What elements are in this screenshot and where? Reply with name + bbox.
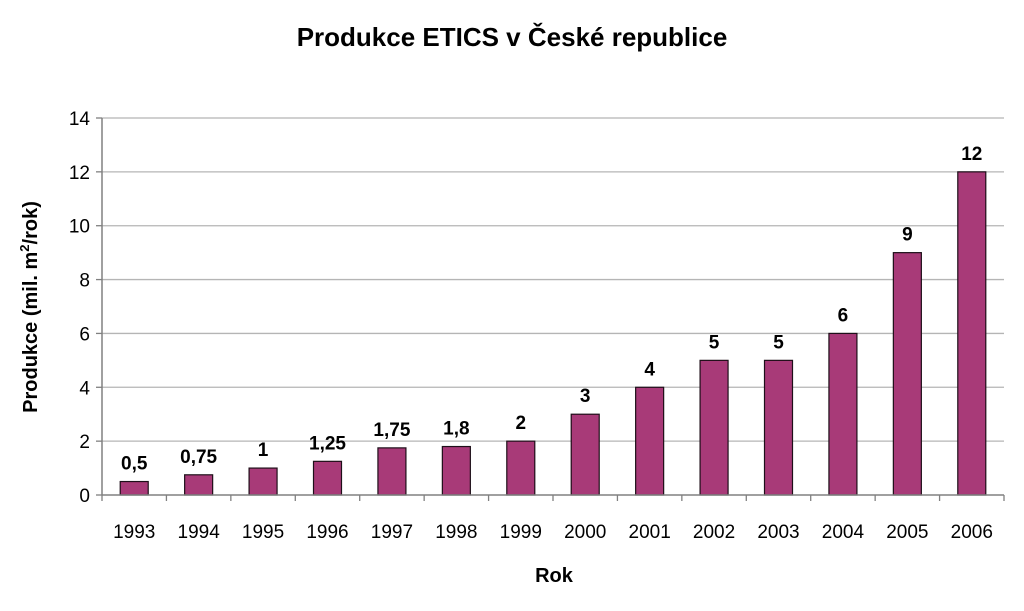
bar [570,413,600,496]
y-axis-title-unit: /rok) [20,201,42,244]
data-label: 12 [961,144,982,165]
y-axis-title-main: Produkce (mil. m [20,252,42,413]
y-tick-label: 12 [69,163,90,184]
y-tick-label: 10 [69,217,90,238]
bar [377,447,407,496]
x-tick-label: 2002 [693,522,735,543]
data-label: 1,8 [443,419,469,440]
data-label: 4 [644,359,655,380]
data-label: 5 [709,332,720,353]
bar [506,440,536,496]
bar [763,359,794,496]
x-tick-label: 2004 [822,522,865,543]
x-tick-label: 2000 [564,522,606,543]
bar [635,386,665,496]
bar [119,480,149,496]
bar [828,332,858,496]
y-axis-title: Produkce (mil. m2/rok) [17,201,42,413]
x-tick-label: 1998 [435,522,477,543]
x-axis-title: Rok [535,565,574,587]
bar [892,252,922,496]
bar [441,445,471,496]
chart-title: Produkce ETICS v České republice [296,22,728,52]
x-tick-label: 2006 [951,522,993,543]
data-label: 3 [580,386,591,407]
data-label: 9 [902,225,913,246]
axes [96,117,1005,501]
data-label: 1,75 [373,420,410,441]
y-tick-label: 4 [79,378,90,399]
bar [184,474,214,496]
x-tick-label: 1997 [371,522,413,543]
data-label: 1,25 [309,433,346,454]
data-label: 5 [773,332,784,353]
data-label: 0,75 [180,447,217,468]
bar [312,460,343,496]
x-tick-label: 1994 [178,522,221,543]
gridlines [102,117,1004,442]
y-tick-label: 0 [79,486,90,507]
x-tick-label: 1996 [306,522,348,543]
data-label: 6 [838,305,849,326]
x-tick-label: 1995 [242,522,284,543]
y-axis-title-superscript: 2 [17,244,32,251]
y-tick-label: 14 [69,109,91,130]
bar [699,359,729,496]
labels: 0 2 4 6 8 10 12 14 0,5 1993 0,75 1994 1 1995 1,25 1996 1… [69,109,993,543]
bars [119,171,987,496]
data-label: 2 [515,413,526,434]
y-tick-label: 6 [79,324,90,345]
x-tick-label: 2003 [757,522,799,543]
data-label: 1 [258,440,269,461]
x-tick-label: 2001 [629,522,671,543]
x-tick-label: 2005 [886,522,928,543]
data-label: 0,5 [121,454,148,475]
bar [248,467,278,496]
bar [957,171,987,496]
x-tick-label: 1993 [113,522,155,543]
y-tick-label: 2 [79,432,90,453]
y-tick-label: 8 [79,271,90,292]
x-tick-label: 1999 [500,522,542,543]
